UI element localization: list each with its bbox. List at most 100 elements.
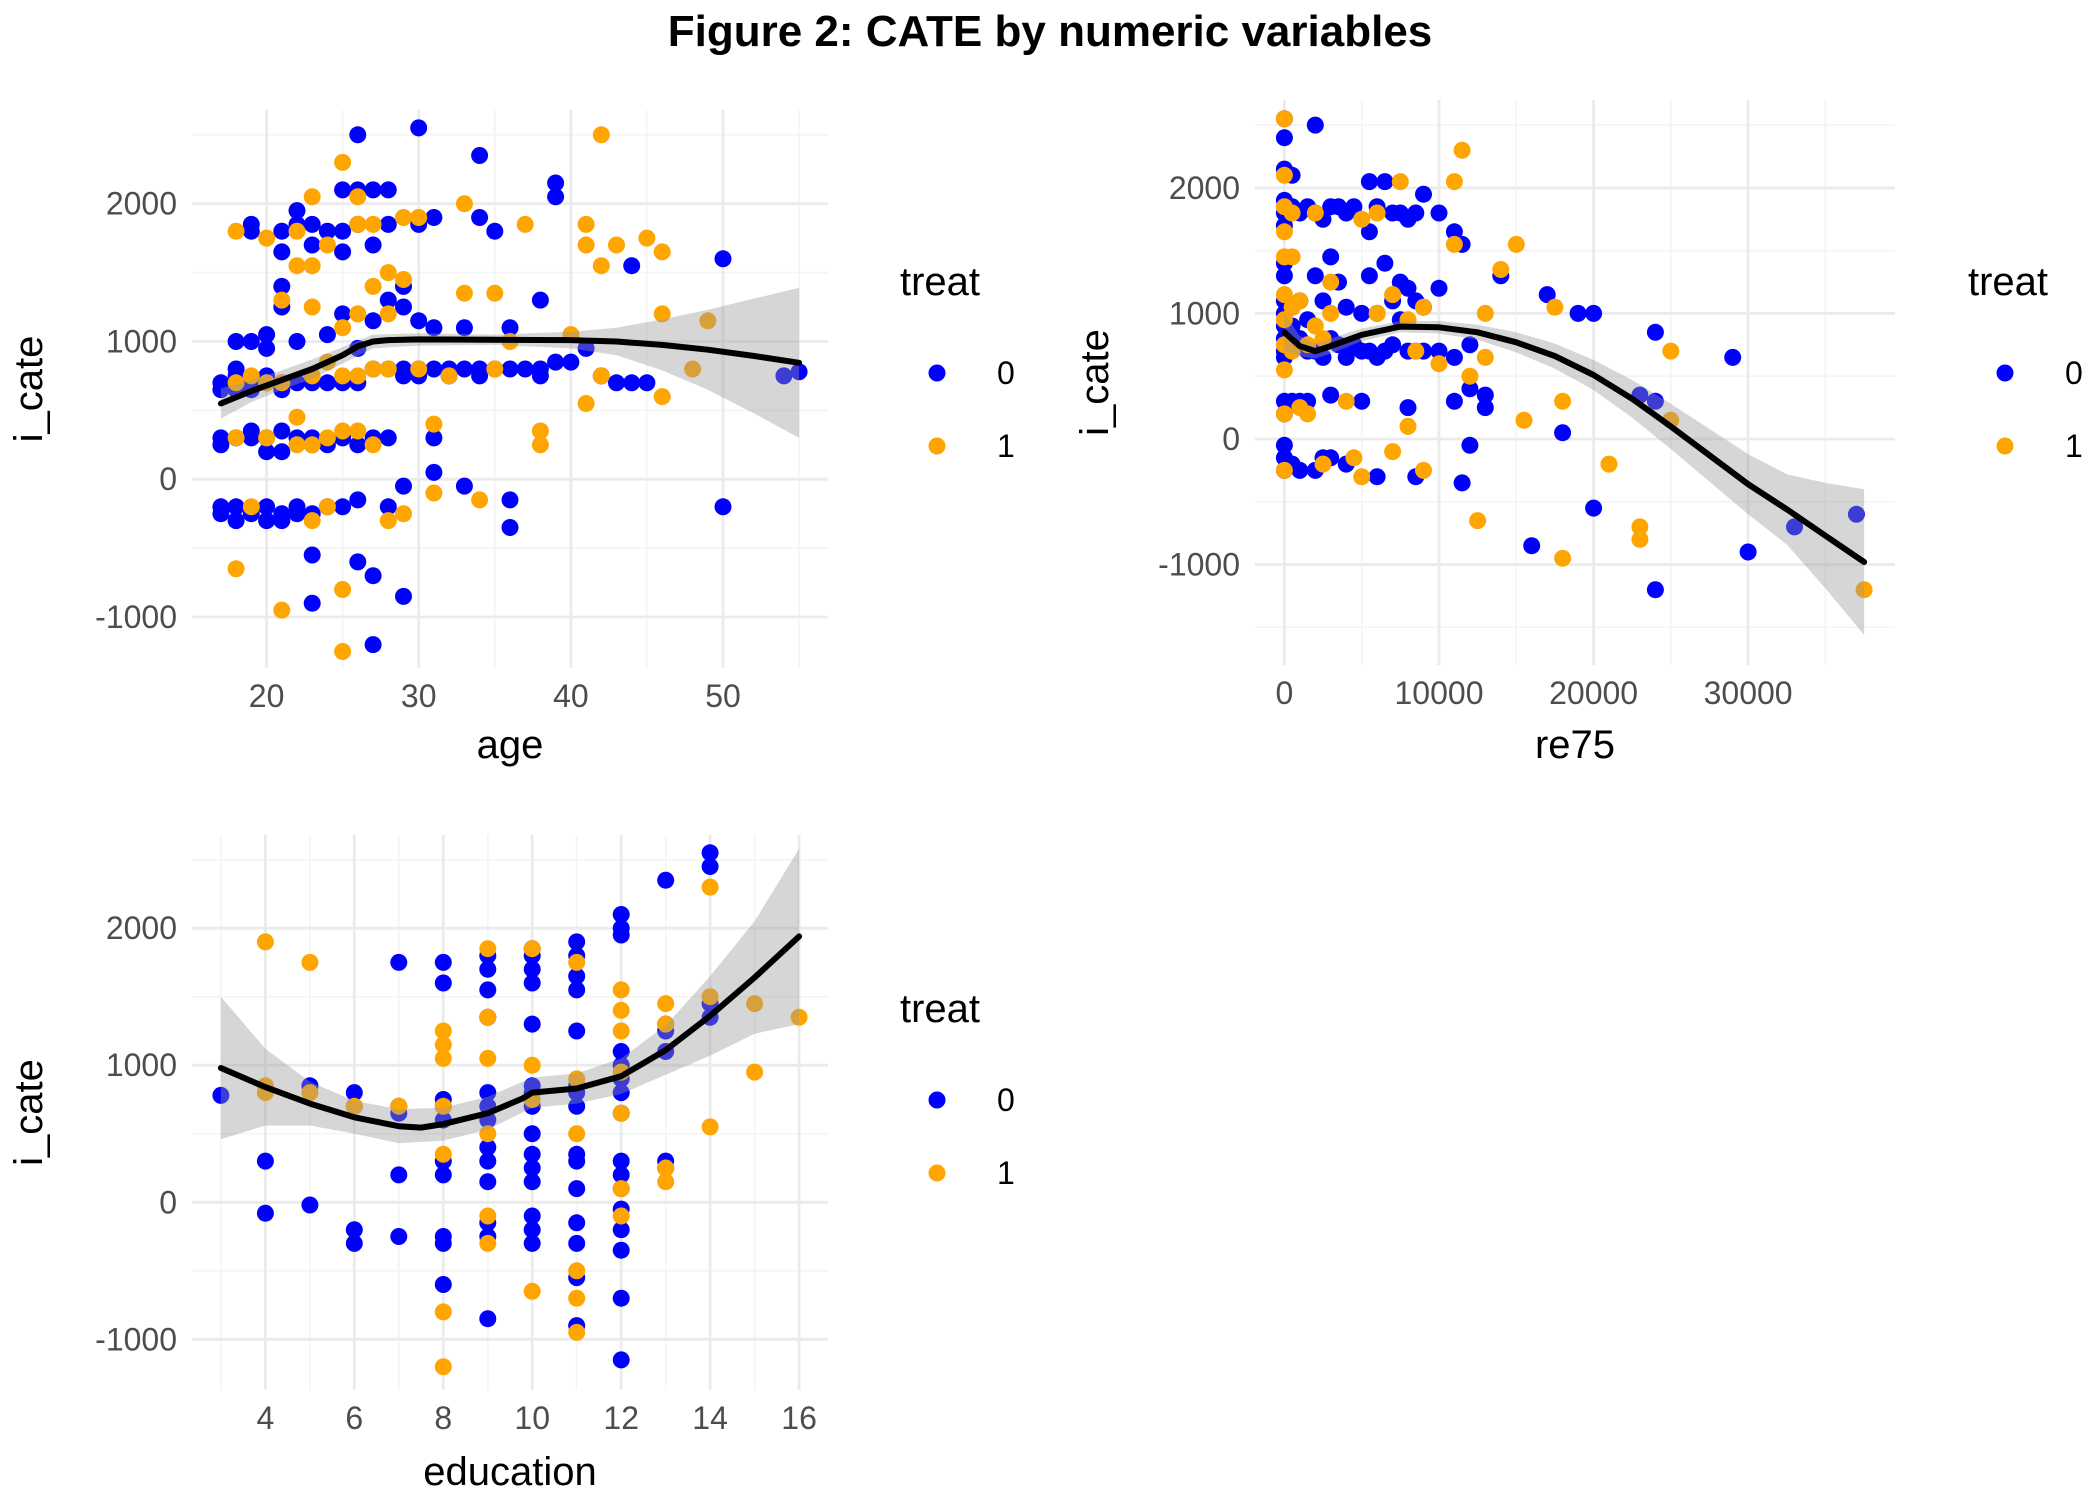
data-point	[1407, 342, 1425, 360]
legend: treat 0 1	[900, 260, 1015, 464]
data-point	[479, 1049, 497, 1067]
data-point	[568, 967, 586, 985]
data-point	[531, 291, 549, 309]
data-point	[701, 858, 719, 875]
data-point	[303, 236, 321, 254]
legend-title: treat	[900, 987, 980, 1031]
data-point	[1275, 361, 1293, 379]
data-point	[434, 953, 452, 971]
data-point	[501, 519, 519, 536]
data-point	[1430, 342, 1448, 360]
data-point	[516, 360, 534, 378]
data-point	[334, 181, 352, 199]
data-point	[1337, 348, 1355, 366]
data-point	[608, 236, 625, 254]
data-point	[612, 1241, 630, 1259]
data-point	[455, 319, 473, 337]
data-point	[390, 1228, 408, 1245]
data-point	[258, 498, 276, 516]
data-point	[425, 463, 443, 481]
data-point	[1283, 204, 1301, 222]
data-point	[1360, 223, 1378, 241]
data-point	[612, 1104, 630, 1122]
data-point	[334, 305, 352, 323]
data-point	[1291, 292, 1309, 310]
data-point	[657, 1173, 675, 1191]
data-point	[395, 271, 412, 288]
data-point	[1275, 436, 1293, 454]
data-point	[577, 236, 595, 254]
data-point	[455, 360, 473, 378]
legend-key-1	[928, 1164, 946, 1182]
data-point	[471, 367, 489, 385]
data-point	[273, 291, 291, 309]
data-point	[523, 1221, 541, 1239]
data-point	[1314, 330, 1332, 348]
data-point	[410, 360, 428, 378]
legend-title: treat	[1968, 260, 2048, 304]
data-point	[303, 512, 321, 530]
data-point	[1662, 342, 1680, 360]
figure-title: Figure 2: CATE by numeric variables	[668, 7, 1433, 56]
data-point	[434, 1049, 452, 1067]
data-point	[1353, 210, 1371, 228]
data-point	[1322, 273, 1340, 291]
data-point	[256, 1152, 274, 1170]
data-point	[653, 388, 671, 406]
data-point	[516, 215, 534, 233]
legend-label-1: 1	[2065, 428, 2083, 464]
data-point	[612, 981, 630, 999]
data-point	[303, 436, 321, 454]
data-point	[612, 1084, 630, 1102]
data-point	[479, 1084, 497, 1102]
data-point	[1384, 443, 1402, 461]
data-point	[334, 498, 352, 516]
y-axis-title: i_cate	[7, 1059, 51, 1166]
data-point	[1275, 405, 1293, 423]
data-point	[1306, 267, 1324, 285]
data-point	[657, 1159, 675, 1177]
data-point	[364, 360, 382, 378]
data-point	[1445, 348, 1463, 366]
data-point	[455, 195, 473, 213]
data-point	[212, 436, 230, 454]
data-point	[227, 222, 245, 240]
data-point	[623, 257, 641, 275]
data-point	[568, 981, 586, 999]
data-point	[612, 1180, 630, 1198]
data-point	[523, 1125, 541, 1143]
data-point	[653, 305, 671, 323]
x-tick-label: 4	[257, 1400, 275, 1436]
data-point	[410, 209, 428, 226]
data-point	[1283, 248, 1301, 266]
data-point	[523, 1015, 541, 1033]
data-point	[303, 188, 321, 206]
y-tick-label: 1000	[1169, 295, 1240, 331]
data-point	[1461, 367, 1479, 385]
data-point	[318, 498, 336, 516]
y-tick-label: 2000	[106, 910, 177, 946]
data-point	[471, 491, 489, 509]
data-point	[714, 498, 732, 516]
y-tick-label: 0	[159, 1184, 177, 1220]
data-point	[273, 222, 291, 240]
data-point	[425, 209, 443, 226]
data-point	[301, 1084, 319, 1102]
data-point	[1353, 304, 1371, 322]
x-tick-label: 10000	[1395, 675, 1484, 711]
data-point	[434, 1022, 452, 1040]
data-point	[1275, 129, 1293, 147]
data-point	[746, 995, 764, 1013]
data-point	[1291, 461, 1309, 479]
legend-key-1	[1996, 437, 2014, 455]
data-point	[425, 360, 443, 378]
data-point	[1847, 505, 1865, 523]
data-point	[657, 995, 675, 1013]
data-point	[258, 429, 276, 447]
y-tick-label: 1000	[106, 1047, 177, 1083]
data-point	[227, 512, 245, 530]
data-point	[273, 243, 291, 261]
data-point	[256, 933, 274, 951]
data-point	[349, 305, 367, 323]
data-point	[1523, 537, 1541, 555]
